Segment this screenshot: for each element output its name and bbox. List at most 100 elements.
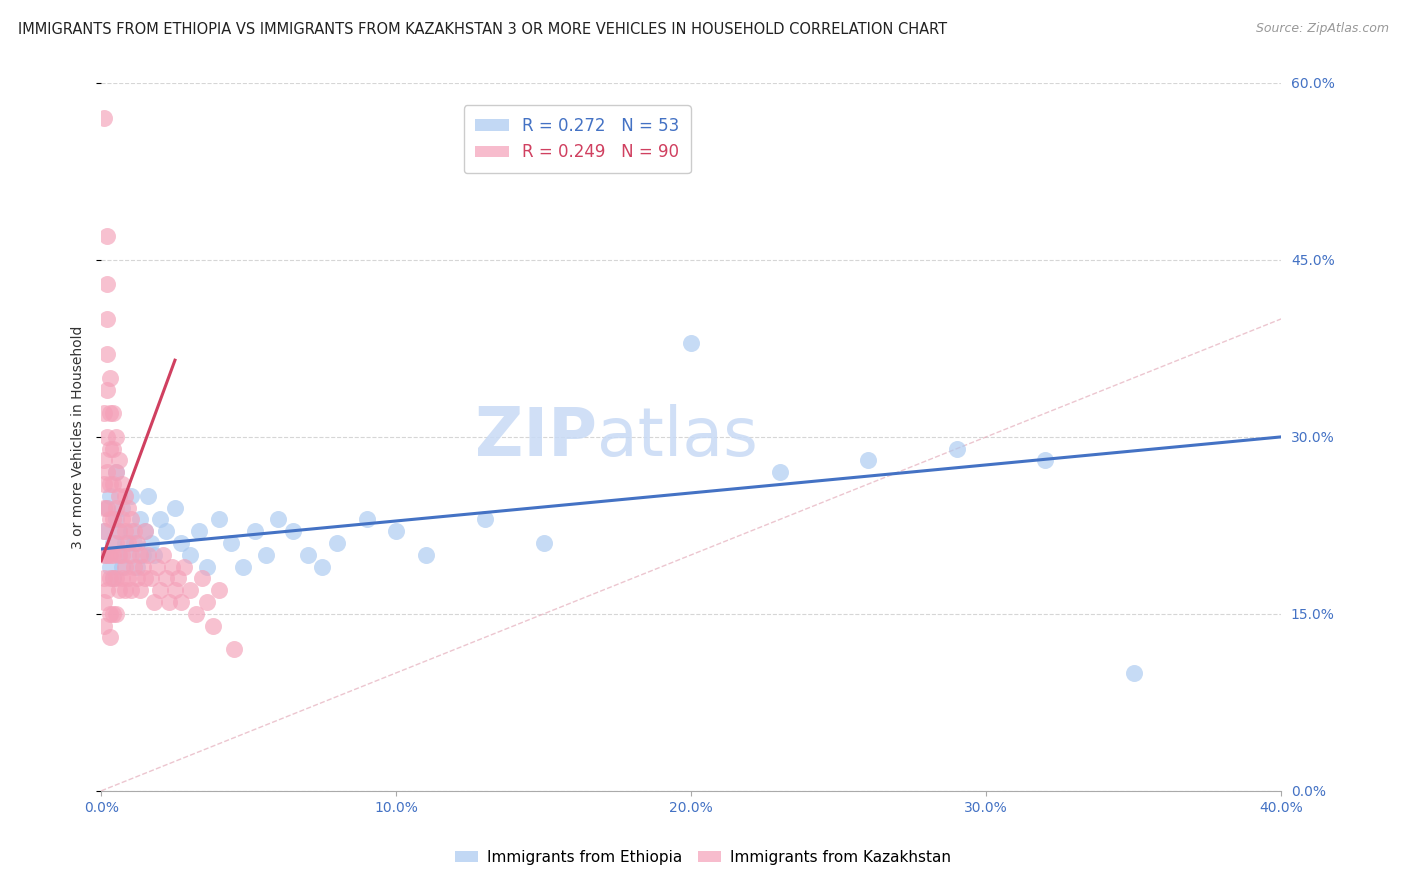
Point: [197, 595, 219, 609]
Point: [134, 524, 156, 539]
Point: [101, 607, 124, 621]
Point: [222, 642, 245, 657]
Point: [114, 536, 136, 550]
Point: [184, 607, 207, 621]
Point: [98, 477, 121, 491]
Point: [93, 500, 115, 515]
Point: [98, 442, 121, 456]
Point: [202, 618, 225, 632]
Point: [104, 465, 127, 479]
Point: [98, 406, 121, 420]
Point: [533, 536, 555, 550]
Point: [108, 453, 131, 467]
Point: [117, 500, 139, 515]
Point: [111, 572, 134, 586]
Point: [108, 548, 131, 562]
Point: [120, 489, 142, 503]
Point: [125, 536, 148, 550]
Point: [104, 512, 127, 526]
Point: [146, 559, 169, 574]
Point: [122, 536, 145, 550]
Point: [104, 465, 127, 479]
Point: [208, 583, 231, 598]
Point: [114, 583, 136, 598]
Point: [104, 572, 127, 586]
Point: [101, 477, 124, 491]
Point: [143, 595, 166, 609]
Point: [122, 559, 145, 574]
Point: [125, 572, 148, 586]
Point: [111, 548, 134, 562]
Point: [93, 406, 115, 420]
Point: [96, 229, 118, 244]
Point: [138, 548, 160, 562]
Point: [93, 524, 115, 539]
Point: [101, 442, 124, 456]
Point: [141, 572, 163, 586]
Point: [108, 489, 131, 503]
Point: [197, 559, 219, 574]
Point: [149, 583, 172, 598]
Point: [96, 312, 118, 326]
Point: [104, 607, 127, 621]
Point: [93, 595, 115, 609]
Point: [167, 572, 190, 586]
Point: [128, 583, 150, 598]
Point: [114, 559, 136, 574]
Point: [141, 536, 163, 550]
Point: [98, 371, 121, 385]
Legend: R = 0.272   N = 53, R = 0.249   N = 90: R = 0.272 N = 53, R = 0.249 N = 90: [464, 105, 690, 173]
Legend: Immigrants from Ethiopia, Immigrants from Kazakhstan: Immigrants from Ethiopia, Immigrants fro…: [449, 844, 957, 871]
Point: [111, 559, 134, 574]
Point: [155, 572, 177, 586]
Point: [415, 548, 437, 562]
Point: [208, 512, 231, 526]
Point: [101, 572, 124, 586]
Point: [149, 512, 172, 526]
Point: [120, 524, 142, 539]
Point: [163, 583, 186, 598]
Point: [96, 583, 118, 598]
Point: [122, 524, 145, 539]
Point: [93, 548, 115, 562]
Point: [108, 548, 131, 562]
Point: [356, 512, 378, 526]
Point: [143, 548, 166, 562]
Point: [96, 500, 118, 515]
Point: [170, 536, 193, 550]
Point: [111, 512, 134, 526]
Point: [98, 512, 121, 526]
Point: [120, 548, 142, 562]
Point: [101, 512, 124, 526]
Point: [474, 512, 496, 526]
Point: [160, 559, 183, 574]
Point: [96, 465, 118, 479]
Point: [157, 595, 180, 609]
Point: [96, 500, 118, 515]
Point: [297, 548, 319, 562]
Point: [117, 536, 139, 550]
Point: [187, 524, 209, 539]
Point: [93, 524, 115, 539]
Text: ZIP: ZIP: [475, 404, 596, 470]
Point: [163, 500, 186, 515]
Point: [769, 465, 792, 479]
Y-axis label: 3 or more Vehicles in Household: 3 or more Vehicles in Household: [72, 326, 86, 549]
Point: [96, 347, 118, 361]
Point: [1122, 665, 1144, 680]
Point: [125, 559, 148, 574]
Point: [101, 548, 124, 562]
Point: [173, 559, 195, 574]
Point: [96, 548, 118, 562]
Text: atlas: atlas: [596, 404, 758, 470]
Point: [96, 430, 118, 444]
Point: [93, 477, 115, 491]
Point: [128, 512, 150, 526]
Point: [104, 430, 127, 444]
Point: [93, 112, 115, 126]
Point: [681, 335, 703, 350]
Point: [117, 548, 139, 562]
Point: [96, 383, 118, 397]
Point: [254, 548, 277, 562]
Point: [138, 489, 160, 503]
